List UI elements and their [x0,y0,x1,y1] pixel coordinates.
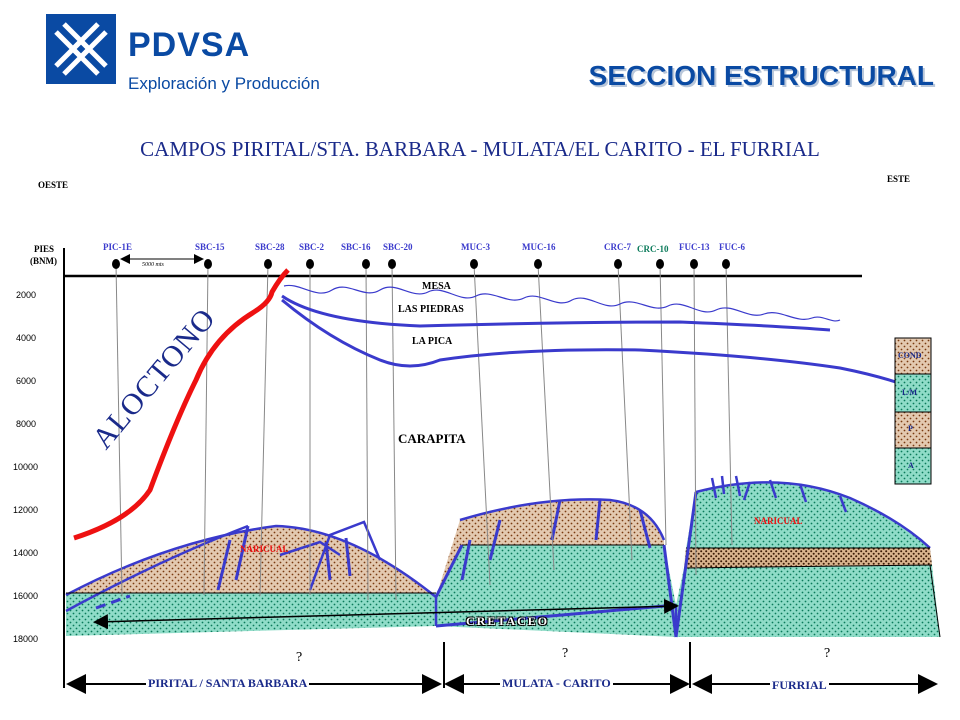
las-piedras-base [281,294,831,332]
furrial-top-horizon [695,481,931,549]
cretaceo-arrow [93,598,679,630]
well-label: MUC-16 [522,242,556,252]
brand-name: PDVSA [128,26,251,64]
unknown-marker: ? [562,646,569,661]
well-label: FUC-6 [719,242,745,252]
formation-carapita: CARAPITA [398,431,466,446]
unknown-marker: ? [824,646,831,661]
west-label: OESTE [38,180,69,190]
furrial-upper-cretaceo [676,482,930,605]
fault-ticks [710,475,848,513]
furrial-lower-cretaceo [676,565,940,637]
legend-label-a: A [908,461,914,470]
axis-unit: (BNM) [30,256,57,266]
brand-subtitle: Exploración y Producción [128,74,320,93]
depth-label: 4000 [16,333,37,343]
aloctono-thrust [73,268,290,541]
depth-label: 18000 [13,634,39,644]
section-subtitle: CAMPOS PIRITAL/STA. BARBARA - MULATA/EL … [140,137,820,161]
well-label: PIC-1E [103,242,132,252]
well-paths [115,263,733,601]
east-label: ESTE [887,174,911,184]
legend-lm-swatch [894,373,932,413]
page-title: SECCION ESTRUCTURAL [588,60,934,91]
legend-p-swatch [894,411,932,449]
wellhead-markers [112,259,730,269]
legend-label-cond: COND [898,351,922,360]
well-label: CRC-7 [604,242,631,252]
legend-label-p: P [908,424,913,433]
mesa-contact [283,284,841,322]
well-label: FUC-13 [679,242,710,252]
depth-label: 12000 [13,505,39,515]
well-label: SBC-20 [383,242,413,252]
well-label: SBC-2 [299,242,325,252]
legend-label-lm: L/M [902,388,918,397]
area-furrial: FURRIAL [770,678,829,693]
pirital-naricual-body [66,526,436,597]
area-pirital: PIRITAL / SANTA BARBARA [146,676,310,691]
well-label: CRC-10 [637,244,669,254]
depth-label: 10000 [13,462,39,472]
la-pica-base [281,298,931,398]
formation-naricual-furrial: NARICUAL [754,516,803,526]
formation-las-piedras: LAS PIEDRAS [398,304,464,315]
well-label: SBC-15 [195,242,225,252]
formation-naricual-pirital: NARICUAL [240,544,289,554]
scale-label: 5000 mts [142,262,164,268]
depth-label: 16000 [13,591,39,601]
pirital-top-horizon [65,524,437,598]
formation-la-pica: LA PICA [412,336,453,347]
depth-label: 2000 [16,290,37,300]
axis-title: PIES [34,244,55,254]
depth-label: 6000 [16,376,37,386]
well-label: MUC-3 [461,242,490,252]
well-label: SBC-16 [341,242,371,252]
unknown-marker: ? [296,650,303,665]
area-mulata: MULATA - CARITO [500,676,613,691]
pdvsa-logo-icon [46,14,116,84]
legend-a-swatch [894,447,932,485]
well-label: SBC-28 [255,242,285,252]
formation-cretaceo: CRETACEO [466,614,550,628]
mulata-top-horizon [459,498,666,541]
pirital-lower-horizon [65,524,249,613]
furrial-naricual-band [684,548,932,568]
depth-label: 8000 [16,419,37,429]
mulata-naricual-body [436,499,664,597]
depth-label: 14000 [13,548,39,558]
formation-mesa: MESA [422,281,451,292]
